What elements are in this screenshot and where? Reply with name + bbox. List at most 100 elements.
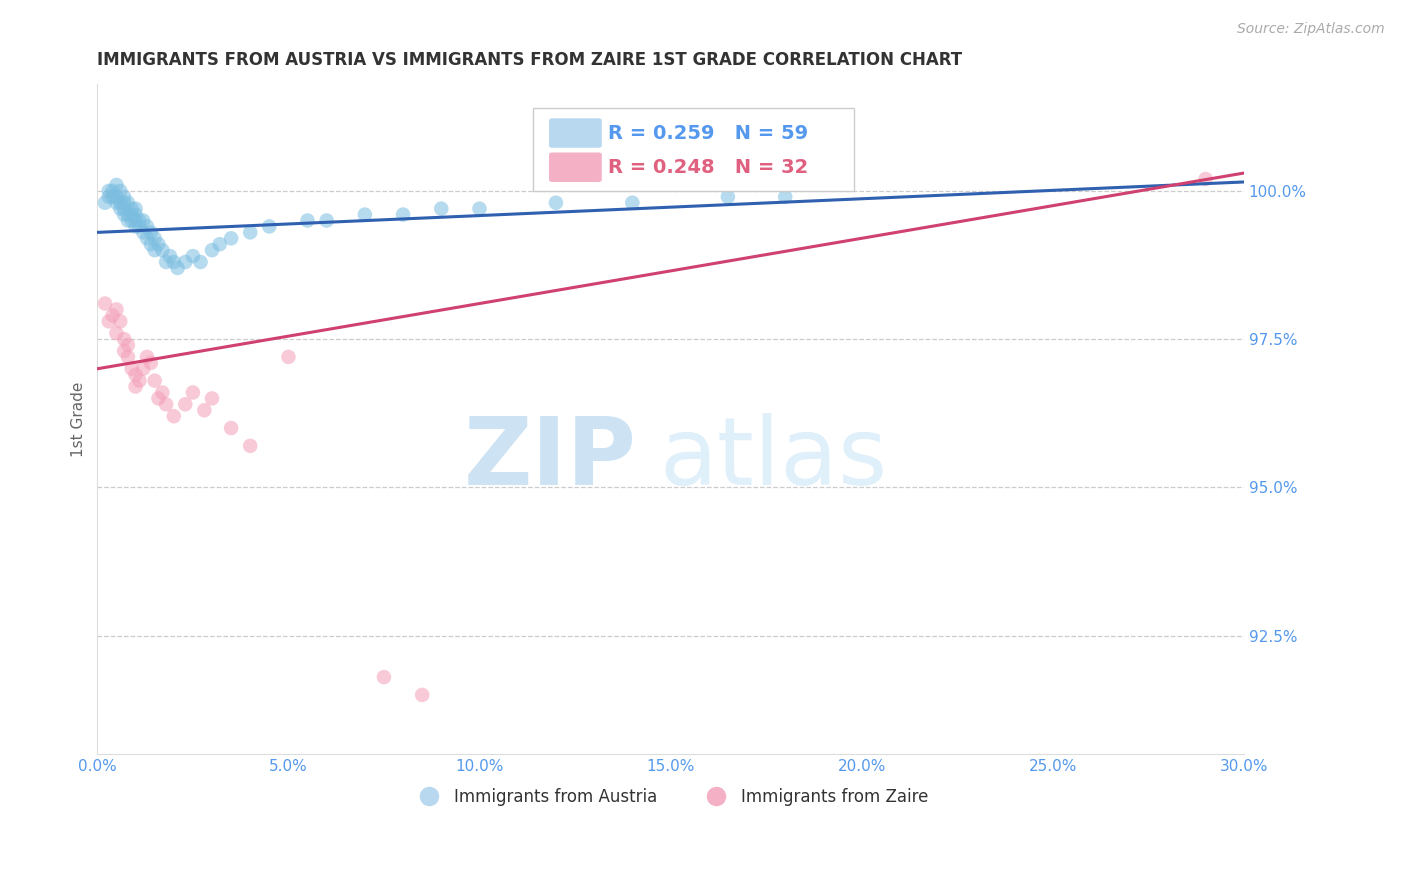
Point [110, 184, 132, 198]
Point [148, 392, 170, 406]
Point [124, 379, 146, 393]
Point [163, 255, 186, 269]
Text: Source: ZipAtlas.com: Source: ZipAtlas.com [1237, 22, 1385, 37]
Point [1194, 172, 1216, 186]
Point [259, 219, 281, 234]
Point [544, 195, 567, 210]
Point [159, 249, 181, 263]
Point [117, 350, 139, 364]
Legend: Immigrants from Austria, Immigrants from Zaire: Immigrants from Austria, Immigrants from… [406, 781, 935, 813]
Point [117, 338, 139, 352]
Point [219, 421, 242, 435]
Point [174, 255, 197, 269]
Point [117, 208, 139, 222]
Point [132, 361, 155, 376]
Point [124, 213, 146, 227]
Point [112, 190, 135, 204]
Point [155, 397, 177, 411]
Point [117, 195, 139, 210]
Point [97, 190, 120, 204]
Point [128, 213, 150, 227]
Point [166, 260, 188, 275]
Point [139, 237, 162, 252]
FancyBboxPatch shape [533, 108, 853, 192]
Point [277, 350, 299, 364]
Point [150, 243, 173, 257]
Point [353, 208, 375, 222]
Point [128, 219, 150, 234]
Point [124, 208, 146, 222]
Point [373, 670, 395, 684]
Point [143, 243, 166, 257]
Point [117, 213, 139, 227]
Point [139, 356, 162, 370]
Point [201, 243, 224, 257]
Point [430, 202, 453, 216]
Point [124, 202, 146, 216]
Point [132, 213, 155, 227]
Point [105, 302, 128, 317]
Point [392, 208, 415, 222]
Point [94, 195, 117, 210]
Point [97, 314, 120, 328]
Point [239, 226, 262, 240]
Point [112, 343, 135, 358]
Point [110, 314, 132, 328]
Point [297, 213, 319, 227]
Point [773, 190, 796, 204]
Point [193, 403, 215, 417]
Point [181, 385, 204, 400]
Point [112, 202, 135, 216]
Point [181, 249, 204, 263]
FancyBboxPatch shape [550, 153, 602, 182]
Point [139, 226, 162, 240]
Point [105, 178, 128, 192]
Point [112, 332, 135, 346]
Point [132, 226, 155, 240]
Text: ZIP: ZIP [464, 413, 636, 506]
Point [101, 190, 124, 204]
Point [128, 374, 150, 388]
Point [105, 190, 128, 204]
Point [136, 219, 159, 234]
Point [112, 208, 135, 222]
Point [121, 361, 143, 376]
Point [148, 237, 170, 252]
Text: atlas: atlas [659, 413, 887, 506]
Point [94, 296, 117, 310]
Point [124, 368, 146, 382]
Point [468, 202, 491, 216]
Point [121, 208, 143, 222]
Point [411, 688, 433, 702]
Point [136, 231, 159, 245]
Point [110, 202, 132, 216]
Point [121, 202, 143, 216]
Point [121, 213, 143, 227]
Point [174, 397, 197, 411]
Point [124, 219, 146, 234]
Point [101, 184, 124, 198]
Point [150, 385, 173, 400]
Point [105, 326, 128, 341]
Text: R = 0.259   N = 59: R = 0.259 N = 59 [607, 123, 807, 143]
Point [717, 190, 740, 204]
Point [101, 309, 124, 323]
Y-axis label: 1st Grade: 1st Grade [72, 382, 86, 457]
Point [112, 195, 135, 210]
Point [110, 195, 132, 210]
Point [208, 237, 231, 252]
Point [239, 439, 262, 453]
Point [201, 392, 224, 406]
Point [143, 374, 166, 388]
Point [143, 231, 166, 245]
Text: R = 0.248   N = 32: R = 0.248 N = 32 [607, 158, 808, 177]
FancyBboxPatch shape [550, 119, 602, 148]
Point [105, 195, 128, 210]
Point [97, 184, 120, 198]
Point [621, 195, 644, 210]
Point [155, 255, 177, 269]
Point [136, 350, 159, 364]
Point [190, 255, 212, 269]
Point [219, 231, 242, 245]
Text: IMMIGRANTS FROM AUSTRIA VS IMMIGRANTS FROM ZAIRE 1ST GRADE CORRELATION CHART: IMMIGRANTS FROM AUSTRIA VS IMMIGRANTS FR… [97, 51, 963, 69]
